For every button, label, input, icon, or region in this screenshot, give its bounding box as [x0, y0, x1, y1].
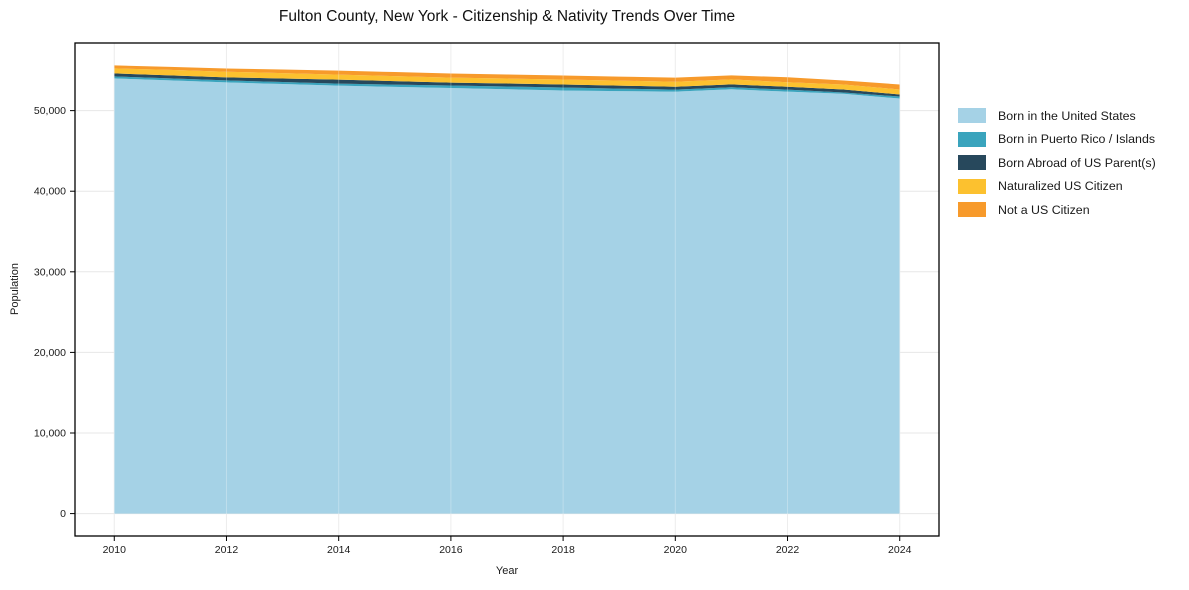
x-tick-label: 2016 [439, 544, 463, 556]
area-series-born-in-the-united-states[interactable] [114, 78, 900, 514]
legend-swatch-icon [958, 131, 986, 147]
legend-label: Naturalized US Citizen [998, 179, 1123, 194]
legend-label: Born in Puerto Rico / Islands [998, 132, 1156, 147]
x-tick-label: 2018 [551, 544, 575, 556]
legend-swatch-icon [958, 155, 986, 171]
x-tick-label: 2010 [103, 544, 127, 556]
y-axis-label: Population [9, 263, 21, 315]
plot-border [74, 42, 940, 537]
legend: Born in the United States Born in Puerto … [958, 104, 1156, 222]
y-tick-label: 0 [60, 508, 66, 520]
legend-swatch-icon [958, 202, 986, 218]
chart-title: Fulton County, New York - Citizenship & … [278, 8, 736, 25]
legend-item-born-in-the-united-states: Born in the United States [958, 104, 1156, 128]
y-tick-label: 40,000 [34, 186, 66, 198]
stacked-areas [114, 65, 900, 514]
x-tick-label: 2020 [664, 544, 688, 556]
area-series-not-a-us-citizen[interactable] [114, 65, 900, 90]
legend-item-naturalized-us-citizen: Naturalized US Citizen [958, 175, 1156, 199]
x-tick-label: 2022 [776, 544, 800, 556]
legend-item-born-abroad-of-us-parent-s: Born Abroad of US Parent(s) [958, 151, 1156, 175]
x-tick-label: 2012 [215, 544, 239, 556]
legend-label: Born Abroad of US Parent(s) [998, 155, 1156, 170]
x-tick-label: 2014 [327, 544, 351, 556]
x-tick-label: 2024 [888, 544, 912, 556]
legend-label: Not a US Citizen [998, 202, 1090, 217]
y-tick-label: 50,000 [34, 105, 66, 117]
area-series-born-abroad-of-us-parent-s[interactable] [114, 73, 900, 97]
axis-ticks: 0 10,000 20,000 30,000 40,000 50,000 2010 2012 2… [34, 105, 912, 556]
grid-overlay [113, 43, 901, 536]
legend-swatch-icon [958, 108, 986, 124]
legend-label: Born in the United States [998, 108, 1136, 123]
y-tick-label: 20,000 [34, 347, 66, 359]
area-series-born-in-puerto-rico-islands[interactable] [114, 76, 900, 99]
y-tick-label: 10,000 [34, 427, 66, 439]
x-axis-label: Year [495, 565, 519, 577]
y-tick-label: 30,000 [34, 266, 66, 278]
legend-item-born-in-puerto-rico-islands: Born in Puerto Rico / Islands [958, 128, 1156, 152]
legend-swatch-icon [958, 178, 986, 194]
area-series-naturalized-us-citizen[interactable] [114, 68, 900, 95]
legend-item-not-a-us-citizen: Not a US Citizen [958, 198, 1156, 222]
